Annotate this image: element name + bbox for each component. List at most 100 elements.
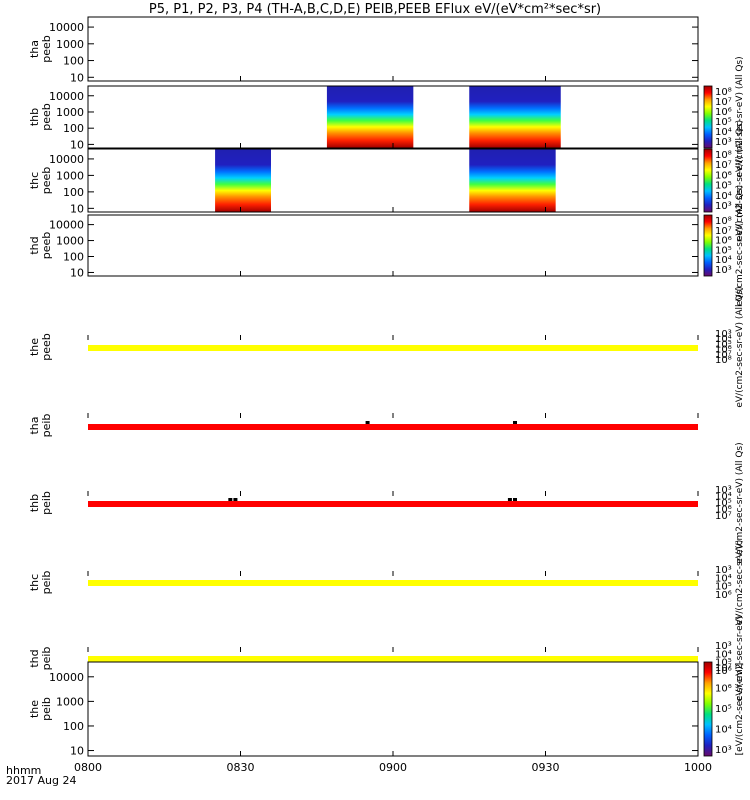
panel-frame: [87, 16, 699, 82]
colorbar-tick-label: 10⁷: [715, 97, 732, 108]
colorbar-label: eV/(cm2-sec-sr-eV) (All Qs): [735, 56, 745, 177]
panel-label-line: thc: [28, 172, 41, 189]
colorbar-tick-label: 10⁵: [715, 181, 732, 192]
colorbar: [703, 661, 713, 757]
y-tick-label: 10000: [49, 671, 84, 684]
colorbar-label: eV/(cm2-sec-sr-eV) (All Qs): [735, 185, 745, 306]
panel-label: thb peeb: [28, 103, 53, 131]
colorbar-tick-label: 10³: [715, 641, 732, 652]
panel-label-line: tha: [28, 40, 41, 58]
colorbar-label: [eV/(cm2-sec-sr-eV)]: [735, 663, 745, 756]
y-tick-label: 100: [63, 122, 84, 135]
flag-mark: [365, 421, 370, 424]
panel-label-line: peib: [40, 571, 53, 595]
colorbar-tick-label: 10⁶: [715, 345, 732, 356]
spectrogram-block: [326, 86, 414, 148]
y-tick-label: 10: [70, 71, 84, 84]
colorbar-label: eV/(cm2-sec-sr-eV): [735, 540, 745, 626]
colorbar: [703, 148, 713, 213]
colorbar-label: eV/(cm2-sec-sr-eV) (All Qs): [735, 442, 745, 563]
panel-frame: [87, 148, 699, 213]
panel-label-line: peib: [40, 491, 53, 515]
quality-flag-bar: [88, 345, 698, 351]
panel-label-line: peib: [40, 647, 53, 671]
x-axis-label-hhmm: hhmm: [6, 764, 42, 777]
panel-label-line: thb: [28, 108, 41, 126]
y-tick-label: 100: [63, 720, 84, 733]
quality-flag-bar: [88, 501, 698, 507]
panel-frame: [87, 661, 699, 757]
panel-label: the peeb: [28, 333, 53, 361]
y-tick-label: 100: [63, 55, 84, 68]
colorbar-tick-label: 10⁶: [715, 590, 732, 601]
colorbar-tick-label: 10⁶: [715, 107, 732, 118]
panel-label: thd peeb: [28, 232, 53, 260]
colorbar-tick-label: 10⁷: [715, 226, 732, 237]
quality-flag-bar: [88, 580, 698, 586]
colorbar-tick-label: 10⁷: [715, 350, 732, 361]
panel-label-line: thd: [28, 236, 41, 254]
colorbar-tick-label: 10⁷: [715, 663, 732, 674]
panel-label-line: thd: [28, 649, 41, 667]
y-tick-label: 1000: [56, 106, 84, 119]
colorbar-tick-label: 10⁶: [715, 236, 732, 247]
colorbar-tick-label: 10⁴: [715, 725, 732, 736]
y-tick-label: 100: [63, 186, 84, 199]
flag-mark: [233, 498, 238, 501]
colorbar-tick-label: 10⁴: [715, 334, 732, 345]
colorbar-tick-label: 10³: [715, 201, 732, 212]
colorbar-tick-label: 10⁸: [715, 150, 732, 161]
y-tick-label: 1000: [56, 38, 84, 51]
y-tick-label: 100: [63, 251, 84, 264]
panel-label-line: peib: [40, 697, 53, 721]
colorbar-tick-label: 10⁶: [715, 666, 732, 677]
panel-frame: [87, 214, 699, 277]
panel-label: thc peeb: [28, 167, 53, 195]
y-tick-label: 10: [70, 202, 84, 215]
colorbar-tick-label: 10⁴: [715, 255, 732, 266]
colorbar-tick-label: 10⁴: [715, 127, 732, 138]
panel-label-line: peeb: [40, 103, 53, 131]
colorbar-tick-label: 10⁵: [715, 498, 732, 509]
y-tick-label: 10000: [49, 90, 84, 103]
colorbar-tick-label: 10³: [715, 265, 732, 276]
colorbar-tick-label: 10⁸: [715, 216, 732, 227]
panel-label-line: peeb: [40, 35, 53, 63]
panel-label: the peib: [28, 697, 53, 721]
colorbar-tick-label: 10³: [715, 329, 732, 340]
colorbar-tick-label: 10⁴: [715, 573, 732, 584]
y-tick-label: 10: [70, 745, 84, 758]
quality-flag-bar: [88, 656, 698, 662]
colorbar-tick-label: 10⁴: [715, 492, 732, 503]
x-tick-label: 0830: [227, 761, 255, 774]
y-tick-label: 1000: [56, 169, 84, 182]
x-axis-label-date: 2017 Aug 24: [6, 774, 77, 787]
y-tick-label: 10000: [49, 21, 84, 34]
colorbar-tick-label: 10⁷: [715, 160, 732, 171]
colorbar-tick-label: 10³: [715, 485, 732, 496]
colorbar-tick-label: 10⁶: [715, 684, 732, 695]
y-tick-label: 10: [70, 266, 84, 279]
flag-mark: [507, 498, 512, 501]
y-tick-label: 10000: [49, 219, 84, 232]
colorbar-tick-label: 10⁷: [715, 511, 732, 522]
panel-label: tha peib: [28, 414, 53, 438]
x-tick-label: 0930: [532, 761, 560, 774]
colorbar-tick-label: 10⁸: [715, 87, 732, 98]
colorbar-tick-label: 10⁵: [715, 658, 732, 669]
flag-mark: [513, 421, 517, 424]
panel-label: thb peib: [28, 491, 53, 515]
chart-title: P5, P1, P2, P3, P4 (TH-A,B,C,D,E) PEIB,P…: [148, 2, 602, 17]
panel-label-line: peeb: [40, 167, 53, 195]
x-tick-label: 0800: [74, 761, 102, 774]
x-tick-label: 1000: [684, 761, 712, 774]
y-tick-label: 1000: [56, 695, 84, 708]
spectrogram-block: [469, 86, 561, 148]
colorbar-tick-label: 10⁸: [715, 355, 732, 366]
spectrogram-block: [215, 149, 271, 212]
flag-mark: [228, 498, 233, 501]
panel-label-line: peeb: [40, 333, 53, 361]
colorbar-label: eV/(cm2-sec-sr-eV) (All Qs): [735, 286, 745, 407]
colorbar-tick-label: 10⁵: [715, 582, 732, 593]
